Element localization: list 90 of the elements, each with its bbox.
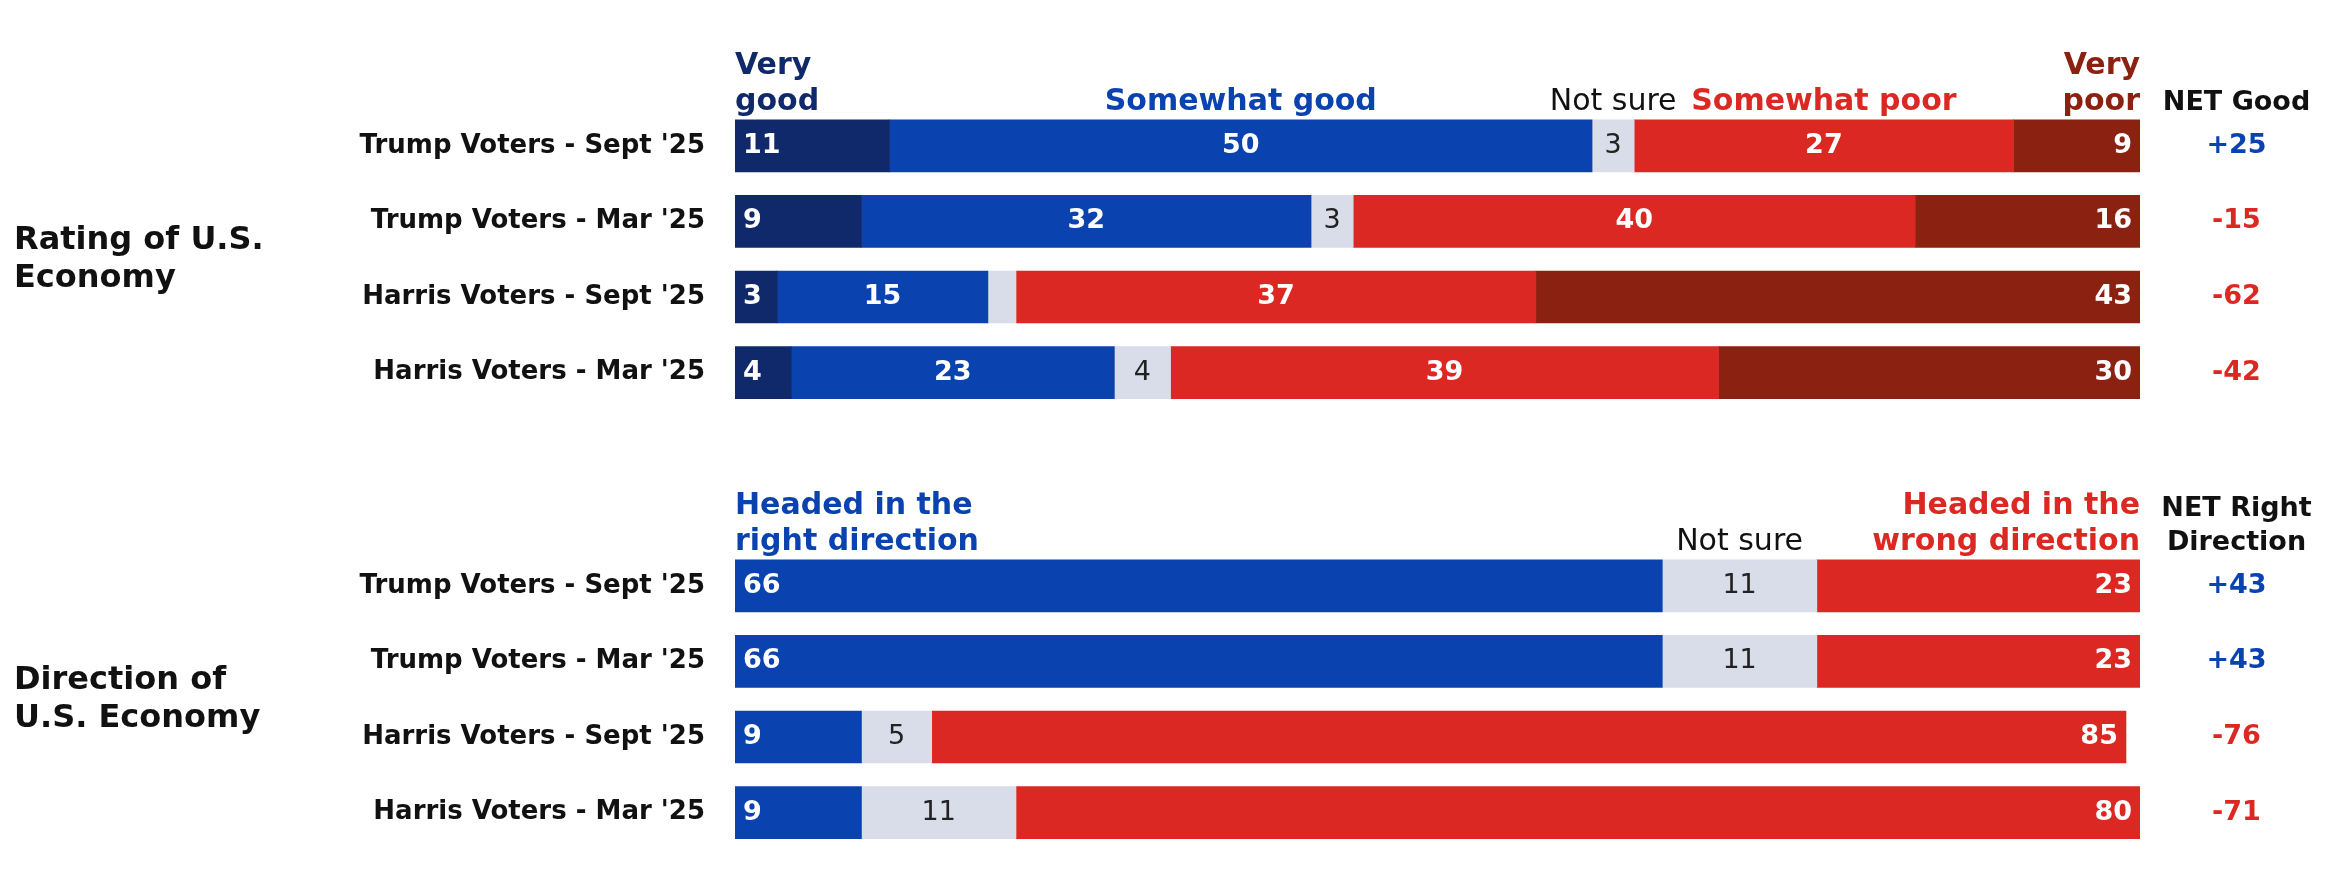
series-label: Somewhat poor xyxy=(1691,81,1957,117)
data-label: 50 xyxy=(1222,127,1260,159)
y-tick-label: Harris Voters - Mar '25 xyxy=(373,355,705,386)
text: -15 xyxy=(2212,203,2261,235)
bar xyxy=(735,346,792,399)
text: -71 xyxy=(2212,794,2261,826)
bar xyxy=(735,559,1663,613)
data-label: 43 xyxy=(2094,279,2132,311)
text: NET Good xyxy=(2162,84,2311,116)
data-label: 30 xyxy=(2094,354,2132,386)
data-label: 11 xyxy=(921,794,956,826)
text: Direction of U.S. Economy xyxy=(14,658,261,735)
data-label: 66 xyxy=(743,643,781,675)
data-label: 15 xyxy=(863,279,902,311)
data-label: 11 xyxy=(1722,567,1757,599)
bar xyxy=(1352,195,1916,248)
text: Rating of U.S. Economy xyxy=(14,218,264,295)
data-label: 11 xyxy=(1722,643,1757,675)
text: -62 xyxy=(2212,279,2261,311)
data-label: 9 xyxy=(743,794,762,826)
data-label: 4 xyxy=(1133,354,1152,386)
bar xyxy=(1718,346,2140,399)
data-label: 3 xyxy=(1323,203,1341,235)
text: +43 xyxy=(2206,567,2267,599)
series-label: Not sure xyxy=(1549,81,1677,117)
bar xyxy=(1816,559,2140,613)
data-label: 39 xyxy=(1425,354,1464,386)
bar xyxy=(931,710,2127,764)
text: -42 xyxy=(2212,354,2261,386)
bar xyxy=(1914,195,2140,248)
data-label: 9 xyxy=(743,203,762,235)
series-label: Very poor xyxy=(2062,45,2141,117)
data-label: 3 xyxy=(743,279,762,311)
bar xyxy=(1633,119,2014,173)
bar xyxy=(735,119,890,173)
bar xyxy=(790,346,1115,399)
bar xyxy=(987,270,1017,324)
text: +43 xyxy=(2206,643,2267,675)
y-tick-label: Trump Voters - Mar '25 xyxy=(370,644,705,675)
data-label: 40 xyxy=(1615,203,1653,235)
bar xyxy=(1310,195,1354,248)
bar xyxy=(1661,559,1818,613)
data-label: 9 xyxy=(2113,127,2132,159)
bar xyxy=(735,710,862,764)
series-label: Headed in the wrong direction xyxy=(1872,485,2140,557)
bar xyxy=(776,270,989,324)
y-tick-label: Trump Voters - Sept '25 xyxy=(359,568,705,599)
series-label: Very good xyxy=(735,45,820,117)
data-label: 23 xyxy=(933,354,972,386)
y-tick-label: Trump Voters - Mar '25 xyxy=(370,204,705,235)
bar xyxy=(861,786,1017,839)
bar xyxy=(1015,270,1537,324)
data-label: 27 xyxy=(1805,127,1843,159)
y-tick-label: Harris Voters - Mar '25 xyxy=(373,795,705,826)
series-label: Somewhat good xyxy=(1104,81,1377,117)
text: +25 xyxy=(2206,127,2267,159)
series-label: Not sure xyxy=(1676,521,1804,557)
bar xyxy=(1114,346,1171,399)
data-label: 3 xyxy=(1604,127,1622,159)
text: NET Right Direction xyxy=(2161,490,2312,556)
y-tick-label: Harris Voters - Sept '25 xyxy=(362,279,705,310)
data-label: 23 xyxy=(2094,643,2132,675)
bar xyxy=(889,119,1593,173)
data-label: 80 xyxy=(2094,794,2132,826)
bar xyxy=(1170,346,1719,399)
data-label: 37 xyxy=(1257,279,1295,311)
bar xyxy=(735,195,862,248)
bar xyxy=(1015,786,2140,839)
bar xyxy=(1591,119,1635,173)
series-label: Headed in the right direction xyxy=(735,485,979,557)
data-label: 9 xyxy=(743,719,762,751)
data-label: 4 xyxy=(743,354,762,386)
data-label: 32 xyxy=(1067,203,1106,235)
data-label: 5 xyxy=(887,719,906,751)
data-label: 23 xyxy=(2094,567,2132,599)
bar xyxy=(861,195,1312,248)
data-label: 11 xyxy=(743,127,781,159)
data-label: 66 xyxy=(743,567,781,599)
bar xyxy=(735,635,1663,688)
bar xyxy=(1816,635,2140,688)
text: -76 xyxy=(2212,719,2261,751)
bar xyxy=(1535,270,2140,324)
y-tick-label: Harris Voters - Sept '25 xyxy=(362,719,705,750)
bar xyxy=(735,786,862,839)
data-label: 85 xyxy=(2080,719,2118,751)
bar xyxy=(2013,119,2140,173)
bar xyxy=(1661,635,1818,688)
y-tick-label: Trump Voters - Sept '25 xyxy=(359,128,705,159)
bar xyxy=(861,710,933,764)
data-label: 16 xyxy=(2094,203,2132,235)
